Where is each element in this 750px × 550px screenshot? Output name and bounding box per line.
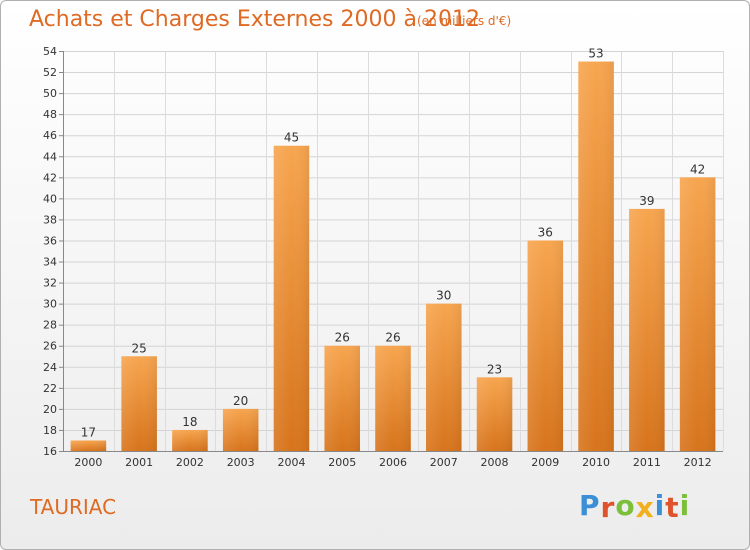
y-tick-label: 40 bbox=[43, 192, 57, 205]
data-label: 25 bbox=[132, 341, 147, 355]
y-tick-label: 32 bbox=[43, 277, 57, 290]
y-tick-label: 38 bbox=[43, 213, 57, 226]
y-tick-label: 24 bbox=[43, 361, 57, 374]
y-tick-label: 18 bbox=[43, 424, 57, 437]
y-tick-label: 20 bbox=[43, 403, 57, 416]
logo-letter: t bbox=[665, 491, 680, 524]
y-tick-label: 54 bbox=[43, 45, 57, 58]
bar-shine bbox=[324, 345, 360, 451]
y-tick-label: 52 bbox=[43, 66, 57, 79]
bar-shine bbox=[121, 356, 157, 451]
y-tick-label: 22 bbox=[43, 382, 57, 395]
bar-shine bbox=[172, 429, 208, 451]
x-tick-label: 2005 bbox=[328, 456, 356, 469]
x-tick-label: 2002 bbox=[176, 456, 204, 469]
logo-letter: r bbox=[600, 491, 616, 524]
x-tick-label: 2000 bbox=[74, 456, 102, 469]
data-label: 53 bbox=[588, 47, 603, 61]
data-label: 45 bbox=[284, 131, 299, 145]
data-label: 26 bbox=[335, 331, 350, 345]
x-tick-label: 2001 bbox=[125, 456, 153, 469]
bar-shine bbox=[273, 145, 310, 451]
y-tick-label: 46 bbox=[43, 129, 57, 142]
data-label: 36 bbox=[538, 225, 553, 239]
bars bbox=[70, 61, 716, 452]
chart-subtitle: (en milliers d'€) bbox=[417, 14, 512, 28]
logo-letter: x bbox=[635, 491, 655, 524]
x-tick-label: 2003 bbox=[227, 456, 255, 469]
data-label: 42 bbox=[690, 162, 705, 176]
y-tick-label: 42 bbox=[43, 171, 57, 184]
bar-shine bbox=[375, 345, 411, 451]
x-tick-label: 2012 bbox=[684, 456, 712, 469]
x-tick-label: 2010 bbox=[582, 456, 610, 469]
bar-shine bbox=[679, 177, 716, 451]
x-tick-label: 2011 bbox=[633, 456, 661, 469]
axes: 16 18 20 22 24 26 28 30 32 34 36 38 40 42 44 46 48 50 52 54… bbox=[43, 45, 723, 469]
logo-letter: i bbox=[679, 489, 691, 522]
y-tick-label: 30 bbox=[43, 298, 57, 311]
y-tick-label: 26 bbox=[43, 340, 57, 353]
data-label: 39 bbox=[639, 194, 654, 208]
y-tick-label: 50 bbox=[43, 87, 57, 100]
commune-name: TAURIAC bbox=[30, 495, 117, 519]
y-tick-label: 44 bbox=[43, 150, 57, 163]
x-tick-label: 2006 bbox=[379, 456, 407, 469]
logo-letter: o bbox=[615, 489, 636, 522]
data-label: 18 bbox=[182, 415, 197, 429]
x-tick-label: 2007 bbox=[430, 456, 458, 469]
bar-shine bbox=[629, 208, 665, 451]
data-label: 23 bbox=[487, 362, 502, 376]
data-label: 17 bbox=[81, 425, 96, 439]
y-tick-label: 48 bbox=[43, 108, 57, 121]
x-tick-label: 2008 bbox=[481, 456, 509, 469]
y-tick-label: 28 bbox=[43, 319, 57, 332]
data-label: 26 bbox=[385, 331, 400, 345]
y-tick-label: 16 bbox=[43, 445, 57, 458]
bar-shine bbox=[222, 408, 259, 451]
data-label: 20 bbox=[233, 394, 248, 408]
bar-shine bbox=[70, 440, 107, 451]
bar-shine bbox=[476, 377, 513, 451]
logo-letter: P bbox=[579, 489, 601, 522]
bar-shine bbox=[527, 240, 564, 451]
data-label: 30 bbox=[436, 289, 451, 303]
x-tick-label: 2009 bbox=[531, 456, 559, 469]
y-tick-label: 34 bbox=[43, 256, 57, 269]
proxiti-logo: Proxiti bbox=[579, 489, 691, 524]
y-tick-label: 36 bbox=[43, 234, 57, 247]
bar-shine bbox=[578, 61, 614, 452]
logo-letter: i bbox=[654, 489, 666, 522]
data-labels: 17 25 18 20 45 26 26 30 23 36 53 39 42 bbox=[81, 47, 706, 440]
bar-shine bbox=[426, 303, 462, 451]
x-tick-label: 2004 bbox=[277, 456, 305, 469]
chart-title: Achats et Charges Externes 2000 à 2012 bbox=[29, 7, 480, 32]
